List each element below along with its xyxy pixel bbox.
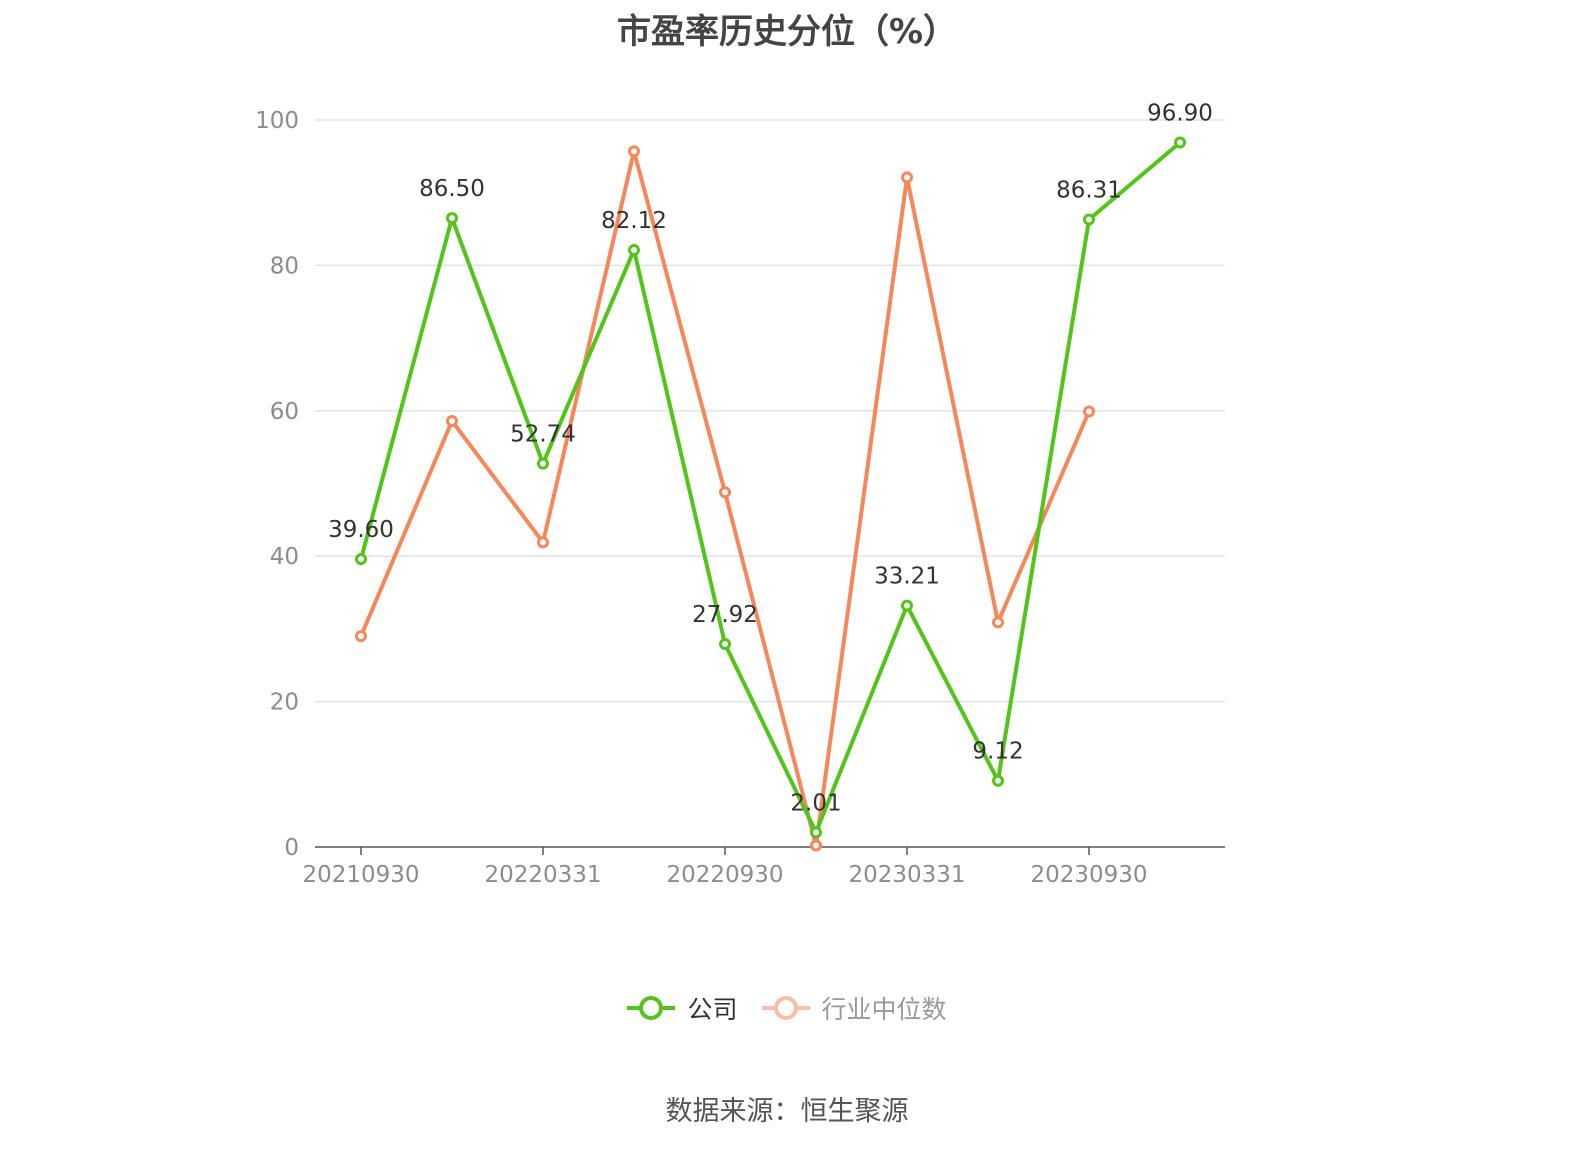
company-point [537, 457, 549, 470]
company-point [1174, 136, 1186, 149]
company-point [810, 826, 822, 839]
company-point [992, 774, 1004, 787]
industry-point [992, 616, 1004, 629]
legend-company-label: 公司 [687, 995, 738, 1024]
y-tick-label: 20 [270, 690, 299, 716]
company-line [359, 141, 1182, 835]
data-label: 33.21 [874, 564, 940, 590]
data-source: 数据来源：恒生聚源 [665, 1096, 909, 1127]
x-tick-label: 20210930 [302, 862, 419, 888]
x-axis: 20210930 20220331 20220930 20230331 20230930 [302, 846, 1225, 888]
data-labels: 39.60 86.50 52.74 82.12 27.92 2.01 33.21 9.12 86… [328, 101, 1213, 817]
legend: 公司 行业中位数 [0, 990, 1574, 1026]
company-point [901, 599, 913, 612]
series-lines [355, 136, 1186, 852]
y-axis-ticks: 0 20 40 60 80 100 [255, 108, 299, 861]
company-point [446, 212, 458, 225]
industry-point [628, 145, 640, 158]
data-label: 86.31 [1056, 178, 1122, 204]
x-tick-label: 20220930 [666, 862, 783, 888]
industry-point [719, 486, 731, 499]
x-tick-label: 20230331 [848, 862, 965, 888]
grid-lines [315, 119, 1225, 703]
x-tick-label: 20230930 [1030, 862, 1147, 888]
company-point [1083, 213, 1095, 226]
company-point [719, 638, 731, 651]
y-tick-label: 0 [284, 835, 299, 861]
data-label: 9.12 [972, 739, 1023, 765]
industry-point [810, 839, 822, 852]
data-label: 27.92 [692, 602, 758, 628]
x-tick-label: 20220331 [484, 862, 601, 888]
company-point [355, 553, 367, 566]
company-point [628, 243, 640, 256]
data-label: 96.90 [1147, 101, 1213, 127]
legend-industry-icon [761, 996, 810, 1020]
y-tick-label: 60 [270, 399, 299, 425]
industry-point [355, 630, 367, 643]
y-tick-label: 40 [270, 544, 299, 570]
legend-company-icon [627, 996, 676, 1020]
industry-point [1083, 405, 1095, 418]
legend-industry-label: 行业中位数 [821, 995, 947, 1024]
industry-point [446, 414, 458, 427]
data-label: 86.50 [419, 176, 485, 202]
data-label: 52.74 [510, 422, 576, 448]
data-label: 2.01 [790, 790, 841, 816]
legend-item-industry[interactable]: 行业中位数 [761, 990, 947, 1026]
y-tick-label: 100 [255, 108, 299, 134]
y-tick-label: 80 [270, 253, 299, 279]
industry-point [537, 536, 549, 549]
data-label: 82.12 [601, 208, 667, 234]
chart-title: 市盈率历史分位（%） [616, 12, 958, 52]
industry-point [901, 171, 913, 184]
data-label: 39.60 [328, 517, 394, 543]
legend-item-company[interactable]: 公司 [627, 990, 738, 1026]
